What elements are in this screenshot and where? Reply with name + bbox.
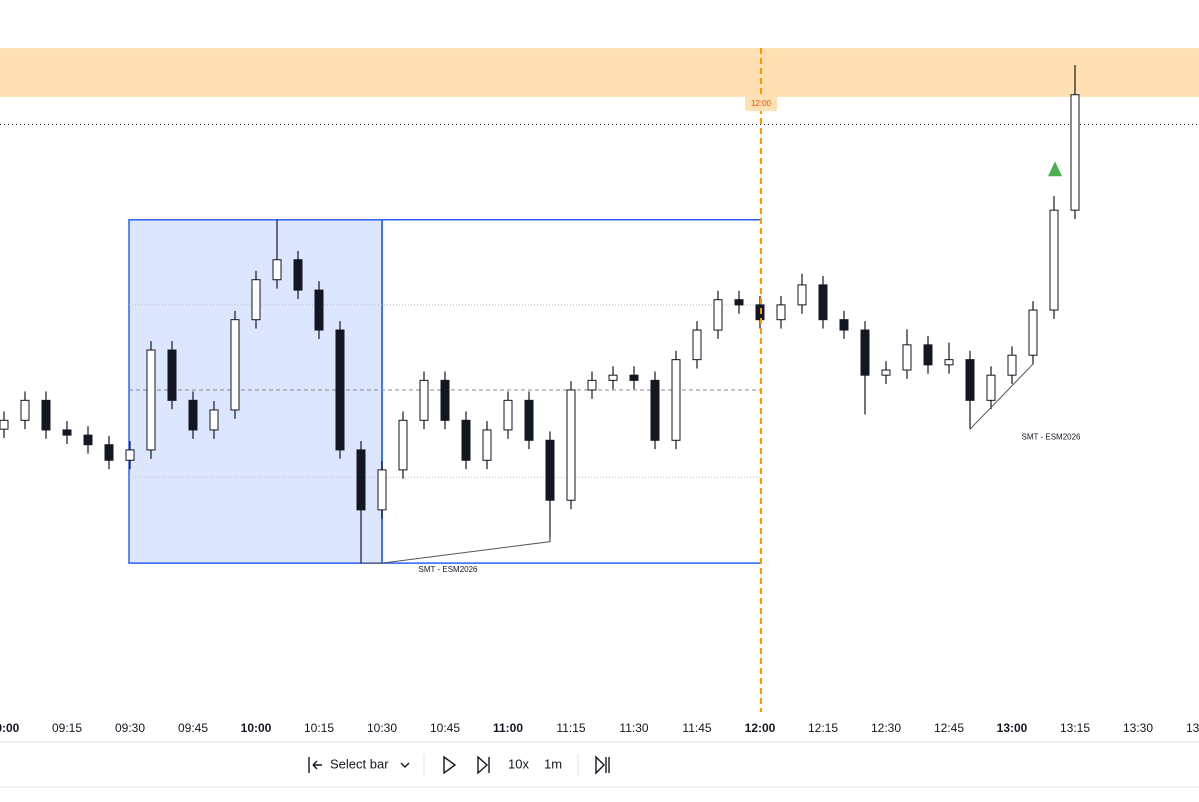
candle-body xyxy=(41,399,51,431)
candle-body xyxy=(251,279,261,321)
candle-body xyxy=(797,284,807,306)
candle-body xyxy=(839,319,849,331)
candle-body xyxy=(1049,209,1059,311)
x-tick-label: 10:45 xyxy=(430,721,460,735)
candle-body xyxy=(986,374,996,401)
x-tick-label: 09:45 xyxy=(178,721,208,735)
candle-body xyxy=(419,379,429,421)
candle-body xyxy=(1070,94,1080,211)
candle-body xyxy=(965,359,975,401)
play-button[interactable] xyxy=(443,755,457,775)
candle-body xyxy=(629,374,639,381)
smt-label: SMT - ESM2026 xyxy=(1022,432,1082,441)
x-tick-label: 10:15 xyxy=(304,721,334,735)
candle-body xyxy=(335,329,345,451)
candle-body xyxy=(62,429,72,436)
candle-body xyxy=(566,389,576,501)
x-tick-label: 12:15 xyxy=(808,721,838,735)
interval-button[interactable]: 1m xyxy=(544,756,562,771)
candle-body xyxy=(146,349,156,451)
smt-line xyxy=(969,363,1034,430)
x-tick-label: 10:30 xyxy=(367,721,397,735)
candle-body xyxy=(524,399,534,441)
candle-body xyxy=(713,299,723,331)
candle-body xyxy=(125,449,135,461)
candle-body xyxy=(1007,354,1017,376)
candle-body xyxy=(167,349,177,401)
candle-body xyxy=(545,439,555,501)
x-tick-label: 09:15 xyxy=(52,721,82,735)
zone xyxy=(0,48,1199,97)
toolbar: Select bar 10x 1m xyxy=(308,754,610,776)
x-tick-label: 12:30 xyxy=(871,721,901,735)
x-tick-label: 09:30 xyxy=(115,721,145,735)
x-tick-label: 12:00 xyxy=(745,721,776,735)
candle-body xyxy=(692,329,702,361)
candle-body xyxy=(923,344,933,366)
x-tick-label: 11:45 xyxy=(682,721,711,735)
candle-body xyxy=(440,379,450,421)
select-icon[interactable] xyxy=(308,757,322,773)
jump-button[interactable] xyxy=(595,755,610,775)
candle-body xyxy=(881,369,891,376)
x-tick-label: 09:00 xyxy=(0,721,20,735)
select-bar-button[interactable]: Select bar xyxy=(330,756,389,771)
x-tick-label: 13:45 xyxy=(1186,721,1199,735)
signal-marker xyxy=(1048,161,1062,177)
candle-body xyxy=(587,379,597,391)
replay-label: 12:00 xyxy=(751,99,772,108)
smt-line xyxy=(361,537,551,564)
candle-body xyxy=(503,399,513,431)
x-tick-label: 11:30 xyxy=(619,721,648,735)
candle-body xyxy=(293,259,303,291)
candle-body xyxy=(482,429,492,461)
candle-body xyxy=(230,319,240,411)
x-tick-label: 11:00 xyxy=(493,721,523,735)
candle-body xyxy=(944,359,954,366)
x-tick-label: 13:30 xyxy=(1123,721,1153,735)
candle-body xyxy=(356,449,366,511)
smt-label: SMT - ESM2026 xyxy=(419,565,479,574)
x-tick-label: 13:15 xyxy=(1060,721,1090,735)
candle-body xyxy=(104,444,114,461)
dropdown-icon[interactable] xyxy=(400,762,410,768)
step-button[interactable] xyxy=(477,755,490,775)
x-tick-label: 13:00 xyxy=(997,721,1028,735)
candle-body xyxy=(671,359,681,441)
candle-body xyxy=(272,259,282,281)
candle-body xyxy=(377,469,387,511)
candle-body xyxy=(902,344,912,371)
candle-body xyxy=(314,289,324,331)
candle-body xyxy=(608,374,618,381)
candle-body xyxy=(209,409,219,431)
candle-body xyxy=(776,304,786,321)
candle-body xyxy=(461,419,471,461)
candle-body xyxy=(734,299,744,306)
x-tick-label: 12:45 xyxy=(934,721,964,735)
x-tick-label: 10:00 xyxy=(241,721,272,735)
candle-body xyxy=(860,329,870,376)
x-tick-label: 11:15 xyxy=(556,721,585,735)
candle-body xyxy=(188,399,198,431)
candle-body xyxy=(1028,309,1038,356)
candle-body xyxy=(398,419,408,471)
speed-button[interactable]: 10x xyxy=(508,756,529,771)
candle-body xyxy=(20,399,30,421)
candle-body xyxy=(83,434,93,446)
replay-label-bg xyxy=(745,96,777,111)
candle-body xyxy=(650,379,660,441)
candle-body xyxy=(818,284,828,321)
candle-body xyxy=(0,419,9,430)
